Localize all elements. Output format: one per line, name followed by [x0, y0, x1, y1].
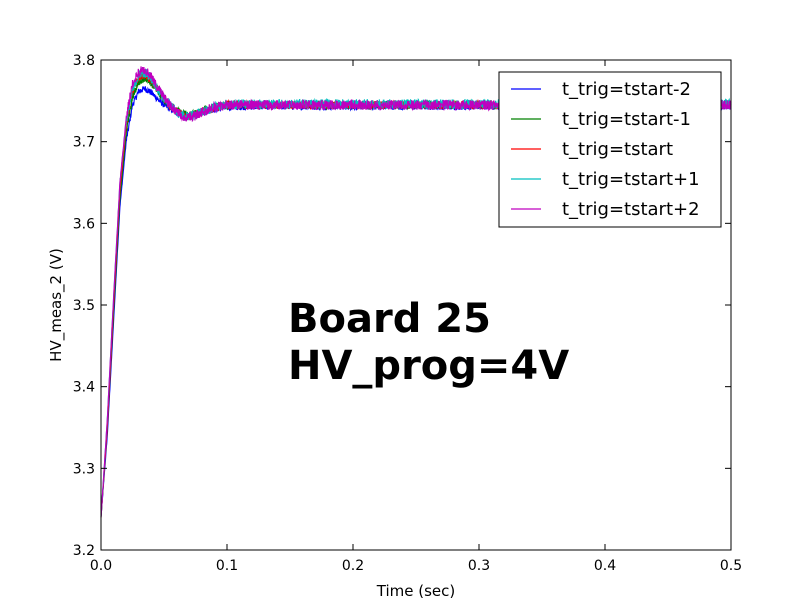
y-axis-label: HV_meas_2 (V) [47, 248, 66, 362]
x-tick-label: 0.3 [468, 558, 490, 574]
x-tick-label: 0.4 [594, 558, 616, 574]
y-tick-label: 3.2 [73, 543, 95, 559]
legend-label: t_trig=tstart+1 [562, 169, 700, 190]
annotation-board: Board 25 [288, 296, 491, 342]
x-tick-label: 0.5 [720, 558, 742, 574]
x-axis-label: Time (sec) [376, 582, 455, 600]
legend-label: t_trig=tstart-2 [562, 79, 691, 100]
y-tick-label: 3.6 [73, 216, 95, 232]
legend-label: t_trig=tstart+2 [562, 199, 700, 220]
x-tick-label: 0.1 [216, 558, 238, 574]
y-tick-label: 3.3 [73, 461, 95, 477]
tick-layer: 0.0 0.1 0.2 0.3 0.4 0.5 3.2 3.3 3.4 3.5 3.6 3.7 3.8 [73, 53, 742, 574]
y-tick-label: 3.7 [73, 135, 95, 151]
legend-label: t_trig=tstart [562, 139, 673, 160]
legend: t_trig=tstart-2 t_trig=tstart-1 t_trig=tst… [498, 71, 722, 228]
y-tick-label: 3.4 [73, 380, 95, 396]
legend-label: t_trig=tstart-1 [562, 109, 691, 130]
y-tick-label: 3.5 [73, 298, 95, 314]
y-tick-label: 3.8 [73, 53, 95, 69]
x-tick-label: 0.0 [90, 558, 112, 574]
x-tick-label: 0.2 [342, 558, 364, 574]
annotation-hv-prog: HV_prog=4V [288, 343, 569, 389]
